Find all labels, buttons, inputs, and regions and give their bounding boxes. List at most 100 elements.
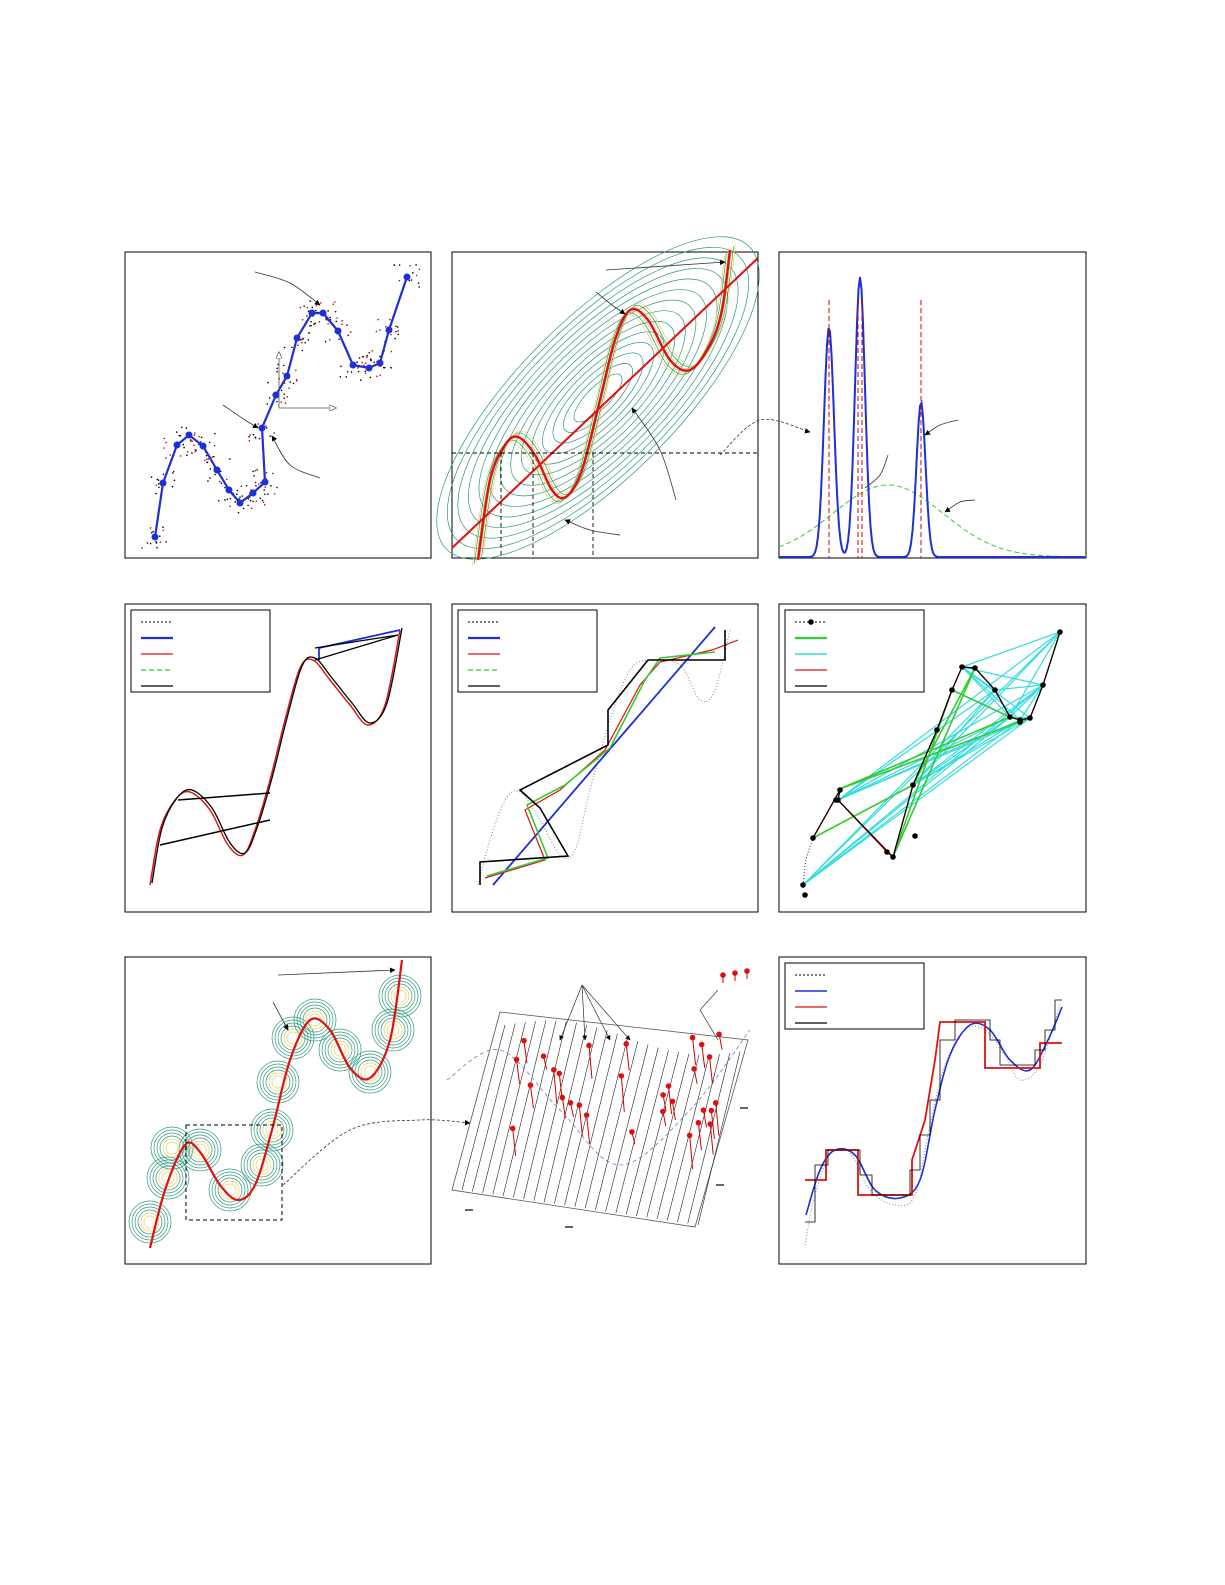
dot	[295, 369, 297, 371]
contour	[159, 1135, 185, 1161]
contour	[128, 1200, 172, 1244]
dot	[716, 1031, 722, 1038]
line	[529, 1085, 534, 1109]
contour	[302, 1007, 328, 1033]
line	[523, 1040, 528, 1064]
line	[543, 1024, 588, 1203]
dot	[315, 304, 318, 307]
contour	[146, 1156, 190, 1200]
line	[581, 984, 631, 1041]
contour	[348, 1050, 392, 1094]
dot	[346, 324, 348, 326]
contour	[520, 320, 676, 476]
dot	[418, 268, 421, 271]
line	[451, 257, 759, 549]
contour	[377, 1014, 409, 1046]
dot	[550, 1067, 557, 1073]
dot	[382, 366, 385, 369]
contour	[214, 1174, 246, 1206]
dot	[1007, 714, 1013, 720]
dot	[249, 499, 252, 502]
dot	[179, 455, 182, 457]
contour	[468, 268, 728, 528]
contour	[250, 1108, 294, 1152]
contour	[252, 1155, 272, 1175]
contour	[363, 1065, 377, 1079]
dot	[282, 372, 284, 375]
dot	[150, 531, 153, 534]
contour	[499, 299, 697, 497]
line	[636, 1052, 679, 1216]
contour	[259, 1117, 285, 1143]
dot	[1040, 682, 1046, 688]
dot	[276, 370, 278, 373]
line	[586, 1115, 591, 1144]
dot	[349, 361, 357, 369]
dot	[303, 305, 305, 308]
curve	[151, 627, 403, 884]
dot	[149, 527, 152, 529]
dot	[165, 457, 167, 459]
panel-frame	[451, 603, 759, 913]
dot	[364, 372, 367, 374]
line	[715, 1102, 720, 1136]
dot	[576, 1102, 583, 1108]
dot	[301, 341, 303, 344]
dot	[912, 833, 918, 839]
dot	[669, 1098, 676, 1105]
line	[492, 626, 716, 886]
dot	[265, 471, 268, 474]
dot	[254, 481, 257, 484]
line	[701, 1044, 706, 1068]
dot	[182, 443, 185, 446]
legend-box	[784, 609, 925, 693]
dot	[335, 320, 338, 323]
dot	[241, 495, 244, 497]
legend-box	[784, 962, 925, 1030]
dot	[934, 727, 940, 733]
curve	[864, 454, 889, 489]
contour	[563, 363, 633, 433]
contour	[374, 1011, 412, 1049]
dot	[229, 458, 231, 460]
dot	[509, 1125, 516, 1132]
dot	[286, 395, 289, 398]
contour	[324, 1034, 356, 1066]
dot	[415, 274, 418, 277]
dot	[272, 391, 280, 399]
dot	[248, 435, 250, 438]
contour	[178, 1128, 222, 1172]
dot	[195, 449, 197, 451]
dot	[162, 526, 164, 528]
dot	[163, 447, 165, 449]
line	[581, 984, 588, 1041]
dot	[309, 300, 312, 303]
dot	[172, 472, 174, 474]
dot	[346, 370, 349, 373]
dot	[273, 493, 276, 495]
contour	[274, 1019, 312, 1057]
legend-box	[130, 609, 271, 693]
dot	[239, 496, 241, 499]
dot	[301, 318, 304, 321]
dot	[270, 485, 272, 487]
line	[277, 967, 396, 976]
dot	[234, 501, 236, 503]
dot	[283, 372, 291, 380]
line	[912, 717, 1031, 786]
contour	[253, 1111, 291, 1149]
contour	[436, 236, 760, 560]
contour	[184, 1134, 216, 1166]
dot	[151, 533, 159, 541]
dot	[800, 882, 806, 888]
line	[492, 1021, 536, 1195]
contour	[387, 983, 413, 1009]
dot	[665, 1083, 672, 1089]
dot	[157, 479, 160, 481]
line	[994, 684, 1044, 691]
curve	[595, 291, 626, 315]
dot	[206, 461, 208, 464]
contour	[354, 1056, 386, 1088]
curve	[719, 418, 811, 456]
dot	[350, 331, 352, 333]
